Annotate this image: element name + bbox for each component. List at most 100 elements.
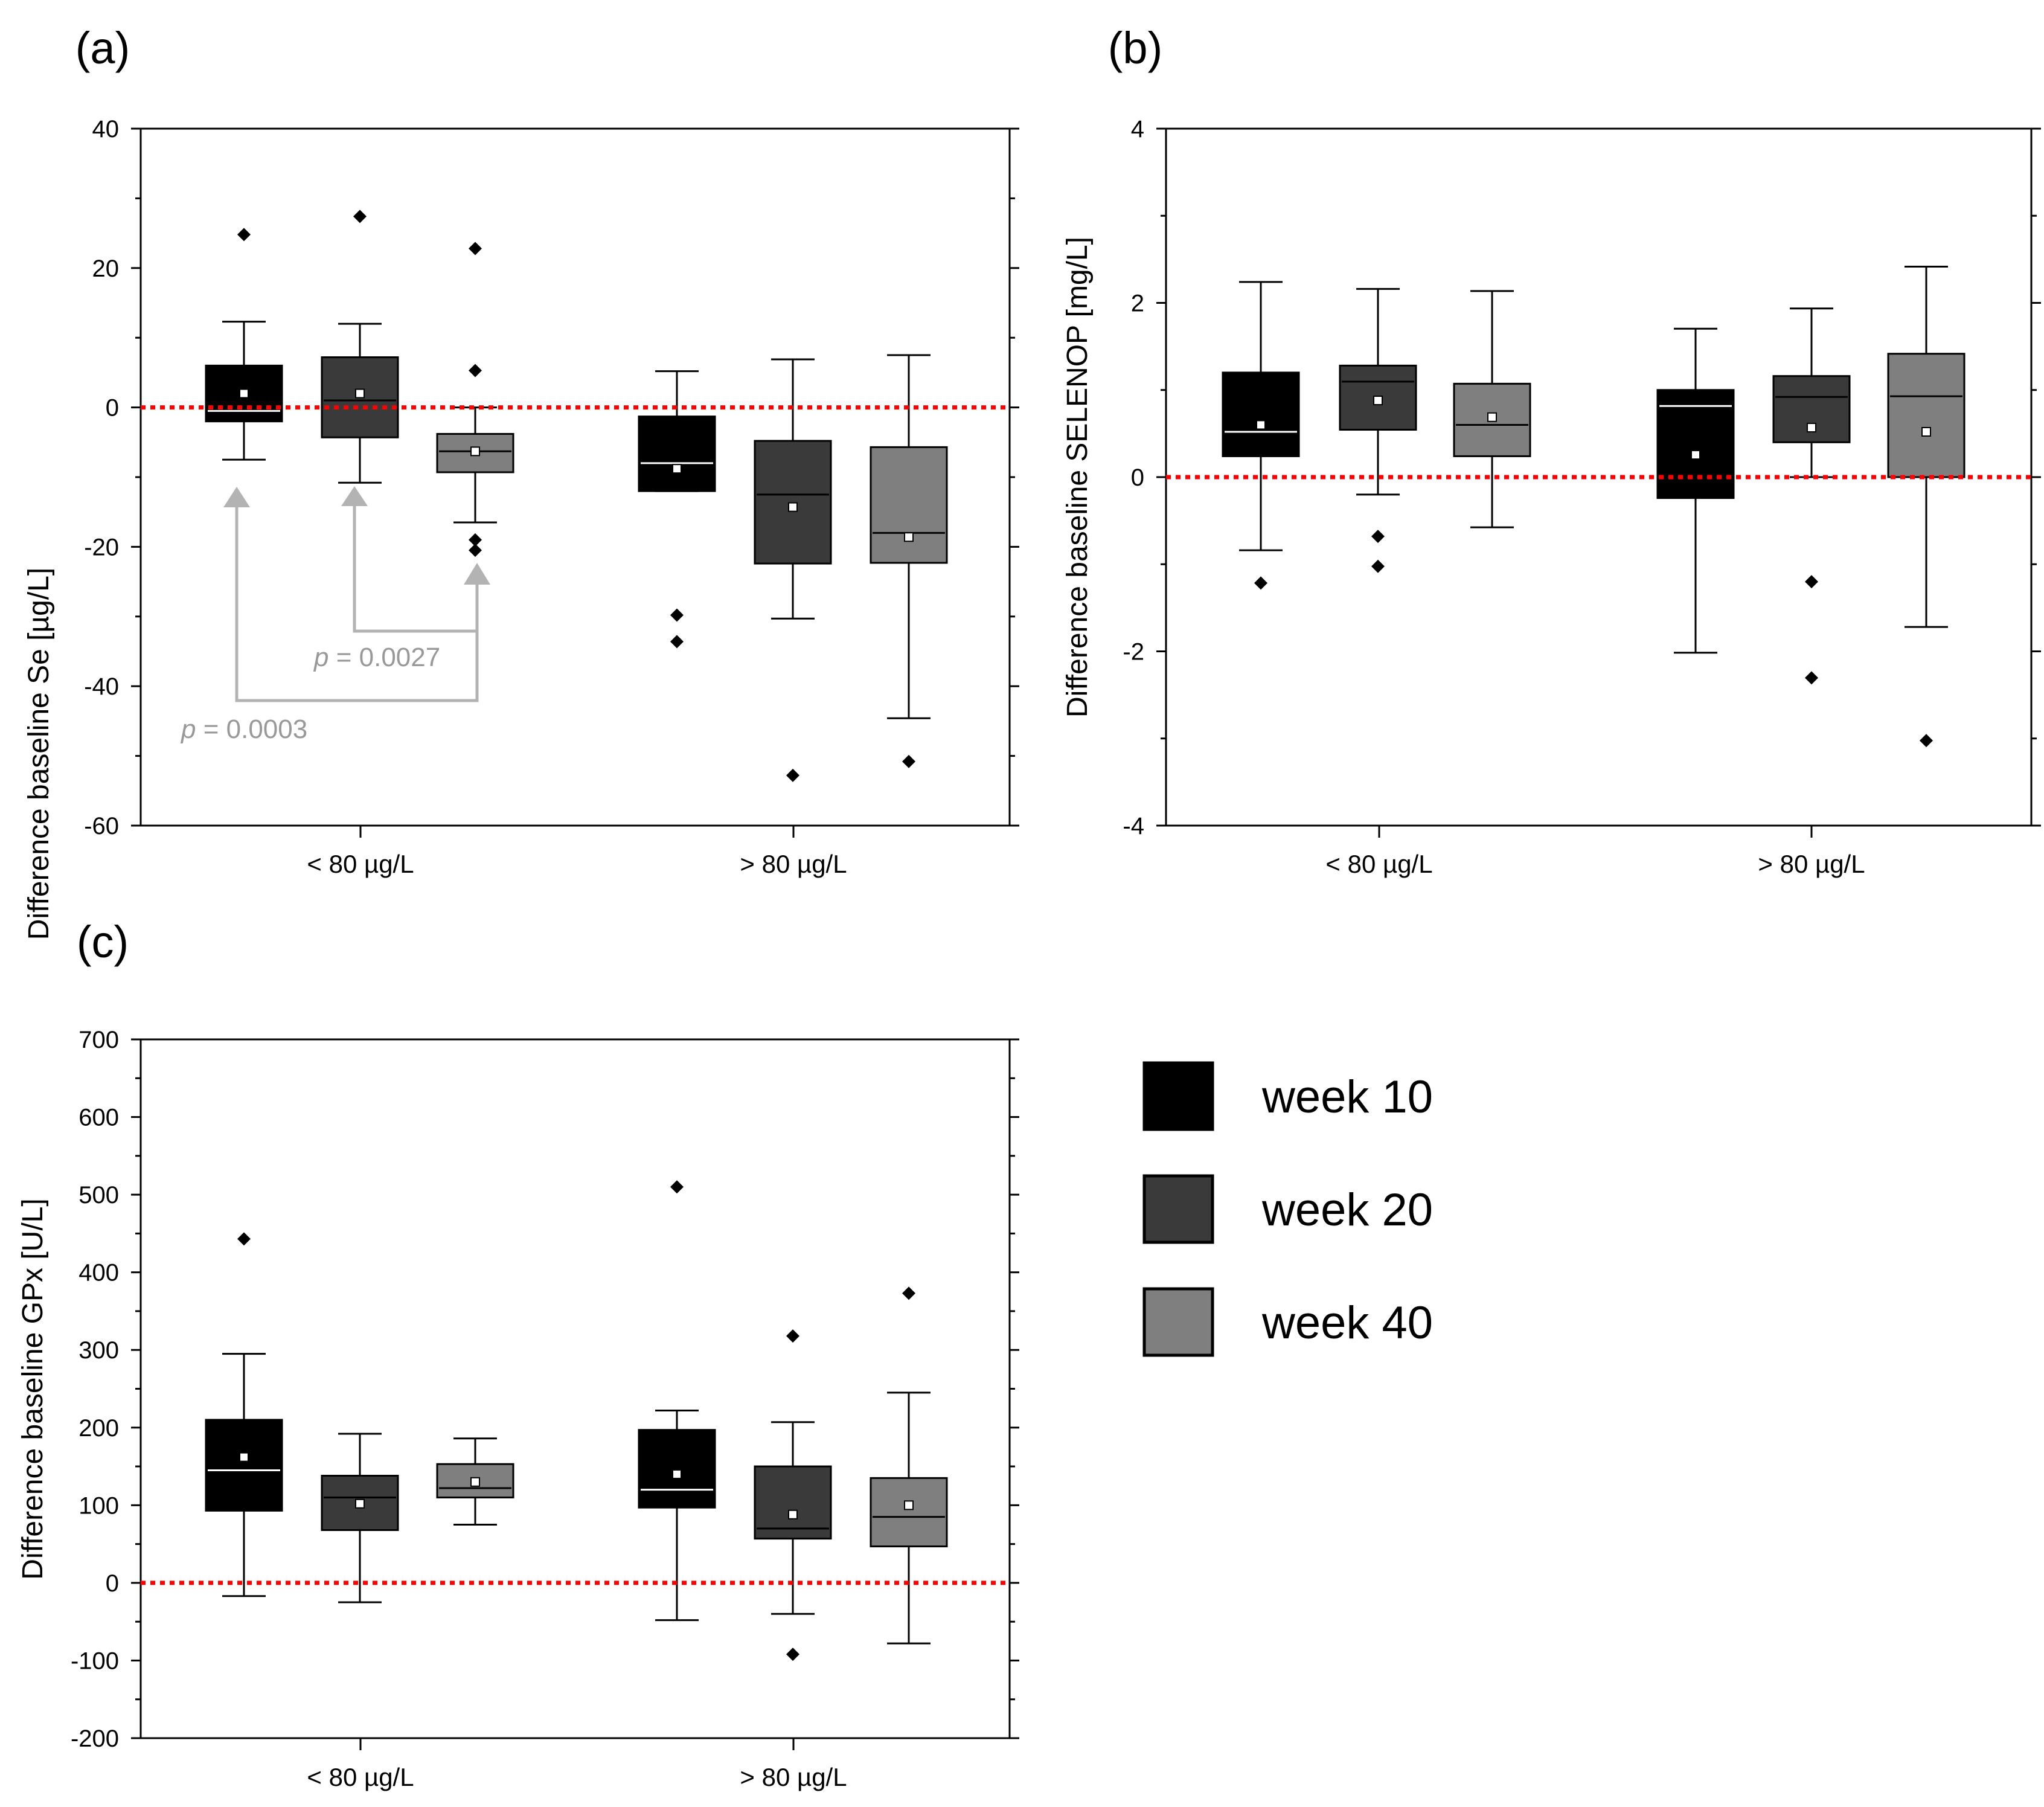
legend-swatch [1142,1287,1214,1357]
outlier-point [902,754,915,768]
mean-marker [355,388,365,399]
mean-marker [672,1469,682,1479]
mean-marker [1691,450,1700,460]
box-plot-week-10-high [1656,327,1735,654]
mean-marker [788,502,798,512]
y-tick-label: -200 [71,1725,119,1752]
y-tick-label: -2 [1123,639,1144,666]
y-tick-label: 20 [92,255,120,282]
mean-marker [470,1477,480,1487]
legend-label: week 20 [1261,1184,1433,1236]
panel-label: (a) [75,23,130,73]
x-category-label: < 80 µg/L [1325,850,1432,878]
outlier-point [1371,530,1385,544]
legend-swatch [1142,1061,1214,1131]
annotation-bracket-upper [353,501,479,633]
outlier-point [1805,575,1818,589]
box-plot-week-40-low [1453,290,1531,528]
box-plot-week-10-high [638,370,716,649]
outlier-point [353,210,367,223]
box-iqr [321,356,399,438]
outlier-point [1254,576,1267,590]
outlier-point [786,768,799,782]
box-plot-week-40-low [436,1437,514,1526]
p-symbol: p [313,643,328,672]
panel-label: (c) [77,917,129,967]
box-iqr [754,1465,832,1540]
chart-panel-b: (b) 4 2 0 -2 -4 < 80 µg/L > 80 µg/L Difference b… [1062,23,2041,878]
outlier-point [670,635,684,649]
outlier-point [786,1648,799,1661]
mean-marker [1373,396,1383,406]
box-iqr [1772,375,1851,443]
box-plot-week-40-high [1887,265,1966,748]
box-iqr [1656,389,1735,499]
box-iqr [1339,364,1417,431]
mean-marker [904,532,914,542]
outlier-point [237,228,251,242]
outlier-point [469,533,482,547]
outlier-point [670,1180,684,1194]
outlier-point [670,608,684,622]
y-tick-label: 40 [92,116,120,143]
mean-marker [788,1509,798,1520]
legend-swatch [1142,1174,1214,1244]
y-tick-label: -20 [84,534,119,560]
chart-panel-a: (a) 40 20 0 -20 -40 -60 < 80 µg/L > 80 µg/L Diffe… [23,23,1019,940]
legend-label: week 10 [1261,1071,1433,1123]
mean-marker [1256,420,1266,430]
mean-marker [672,464,682,474]
box-plot-week-40-high [870,1286,948,1645]
y-tick-label: -60 [84,813,119,839]
x-category-label: > 80 µg/L [740,850,847,878]
outlier-point [1920,734,1933,748]
box-iqr [638,1429,716,1509]
box-iqr [754,440,832,565]
box-plot-week-40-low [436,242,514,557]
outlier-point [1805,671,1818,685]
chart-panel-c: (c) 700 600 500 400 300 200 100 0 -100 -200 < 80 µg… [17,917,1019,1791]
p-value: = 0.0027 [328,643,440,672]
arrow-head-week20 [341,486,368,506]
box-plot-week-20-high [754,1329,832,1661]
p-value-annotation: p = 0.0003 [180,714,307,744]
x-category-label: < 80 µg/L [307,1763,414,1791]
y-axis-title: Difference baseline SELENOP [mg/L] [1062,237,1094,717]
outlier-point [902,1286,915,1300]
box-plot-week-10-low [205,1232,283,1597]
x-category-label: > 80 µg/L [1758,850,1865,878]
y-axis-title: Difference baseline GPx [U/L] [17,1198,49,1579]
box-plot-week-40-high [870,354,948,768]
box-iqr [638,416,716,492]
box-plot-week-20-low [321,210,399,484]
outlier-point [469,544,482,557]
plot-frame [139,1038,1011,1739]
box-iqr [870,1477,948,1547]
box-plot-week-10-high [638,1180,716,1622]
y-tick-label: 0 [106,1570,119,1597]
y-tick-label: 700 [78,1027,119,1053]
y-tick-label: -40 [84,673,119,700]
mean-marker [1487,412,1497,422]
y-tick-label: -4 [1123,813,1144,839]
legend-label: week 40 [1261,1297,1433,1349]
box-plot-week-20-low [321,1433,399,1603]
y-tick-label: 500 [78,1182,119,1208]
box-plot-week-20-high [1772,307,1851,685]
p-symbol: p [180,714,196,744]
y-tick-label: 0 [106,395,119,422]
arrow-head-week10 [223,487,250,507]
x-category-label: < 80 µg/L [307,850,414,878]
mean-marker [1921,426,1931,437]
y-tick-label: 4 [1131,116,1144,143]
mean-marker [239,388,249,399]
p-value: = 0.0003 [196,714,307,744]
mean-marker [355,1498,365,1509]
mean-marker [1807,423,1816,433]
outlier-point [1371,559,1385,573]
mean-marker [239,1452,249,1462]
y-tick-label: 0 [1131,464,1144,491]
box-plot-week-10-low [1222,281,1300,590]
mean-marker [904,1500,914,1510]
